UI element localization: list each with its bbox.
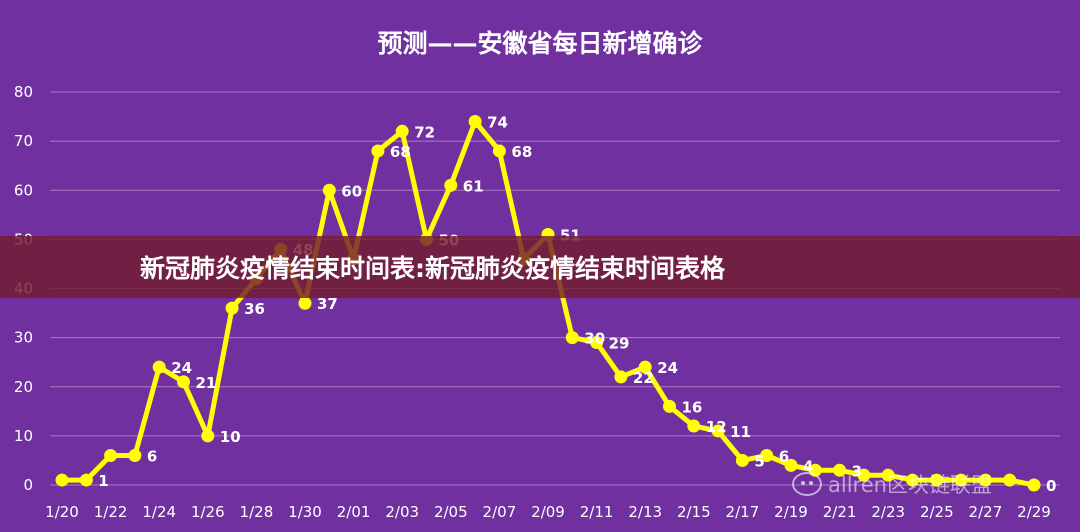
data-point	[906, 473, 919, 487]
data-point	[1027, 478, 1041, 492]
data-label: 12	[706, 418, 727, 436]
data-label: 6	[779, 448, 789, 466]
data-label: 6	[147, 448, 157, 466]
data-point	[55, 473, 69, 487]
data-point	[784, 458, 798, 472]
data-point	[104, 449, 118, 463]
article-title-banner: 新冠肺炎疫情结束时间表:新冠肺炎疫情结束时间表格	[0, 236, 1080, 298]
x-tick-label: 1/22	[94, 503, 128, 521]
watermark: allren区块链联盟	[792, 470, 992, 498]
x-tick-label: 1/28	[240, 503, 274, 521]
data-point	[930, 473, 944, 487]
data-point	[760, 449, 774, 463]
data-point	[565, 331, 579, 345]
data-label: 4	[803, 457, 813, 475]
x-tick-label: 2/11	[580, 503, 614, 521]
x-tick-label: 2/29	[1017, 503, 1051, 521]
data-point	[128, 449, 142, 463]
data-label: 5	[754, 452, 764, 470]
data-point	[298, 296, 312, 310]
data-label: 24	[171, 359, 192, 377]
x-tick-label: 2/27	[969, 503, 1003, 521]
data-label: 30	[584, 330, 605, 348]
y-tick-label: 30	[14, 329, 33, 347]
x-tick-label: 2/07	[483, 503, 517, 521]
chart-title: 预测——安徽省每日新增确诊	[377, 29, 703, 58]
x-tick-label: 2/25	[920, 503, 954, 521]
data-label: 60	[341, 182, 362, 200]
data-point	[322, 183, 336, 197]
data-label: 22	[633, 369, 654, 387]
data-point	[225, 301, 239, 315]
x-tick-label: 2/09	[531, 503, 565, 521]
data-label: 29	[609, 335, 630, 353]
data-label: 74	[487, 113, 508, 131]
data-point	[711, 424, 725, 438]
data-label: 72	[414, 123, 435, 141]
data-point	[492, 144, 506, 158]
y-tick-label: 70	[14, 132, 33, 150]
x-tick-label: 2/13	[628, 503, 662, 521]
data-point	[978, 473, 992, 487]
x-tick-label: 1/24	[142, 503, 176, 521]
data-point	[954, 473, 968, 487]
wechat-icon	[792, 472, 822, 496]
y-tick-label: 80	[14, 83, 33, 101]
data-label: 21	[196, 374, 217, 392]
data-point	[735, 453, 749, 467]
article-title: 新冠肺炎疫情结束时间表:新冠肺炎疫情结束时间表格	[140, 254, 725, 283]
x-tick-label: 2/17	[726, 503, 760, 521]
data-label: 10	[220, 428, 241, 446]
data-label: 0	[1046, 477, 1056, 495]
data-point	[152, 360, 166, 374]
data-label: 68	[511, 143, 532, 161]
data-label: 37	[317, 295, 338, 313]
x-tick-label: 2/01	[337, 503, 371, 521]
data-point	[395, 124, 409, 138]
data-point	[201, 429, 215, 443]
data-point	[687, 419, 701, 433]
y-tick-label: 10	[14, 427, 33, 445]
data-point	[614, 370, 628, 384]
data-point	[590, 336, 604, 350]
x-tick-label: 2/05	[434, 503, 468, 521]
data-label: 3	[852, 462, 862, 480]
x-tick-label: 2/03	[385, 503, 419, 521]
data-label: 68	[390, 143, 411, 161]
data-point	[79, 473, 93, 487]
data-label: 36	[244, 300, 265, 318]
y-tick-label: 0	[23, 476, 33, 494]
data-point	[881, 468, 895, 482]
x-tick-label: 1/20	[45, 503, 79, 521]
x-tick-label: 2/15	[677, 503, 711, 521]
x-tick-label: 2/21	[823, 503, 857, 521]
data-point	[371, 144, 385, 158]
x-tick-label: 1/30	[288, 503, 322, 521]
data-point	[638, 360, 652, 374]
x-tick-label: 1/26	[191, 503, 225, 521]
data-label: 61	[463, 177, 484, 195]
data-point	[1003, 473, 1017, 487]
data-point	[444, 178, 458, 192]
x-tick-label: 2/19	[774, 503, 808, 521]
data-label: 16	[682, 398, 703, 416]
data-label: 11	[730, 423, 751, 441]
y-tick-label: 20	[14, 378, 33, 396]
data-label: 1	[98, 472, 108, 490]
y-tick-label: 60	[14, 181, 33, 199]
data-point	[177, 375, 190, 389]
x-tick-label: 2/23	[871, 503, 905, 521]
data-point	[468, 114, 482, 128]
data-point	[833, 463, 847, 477]
data-point	[663, 399, 676, 413]
data-point	[857, 468, 871, 482]
data-label: 24	[657, 359, 678, 377]
watermark-text: allren区块链联盟	[828, 473, 992, 497]
